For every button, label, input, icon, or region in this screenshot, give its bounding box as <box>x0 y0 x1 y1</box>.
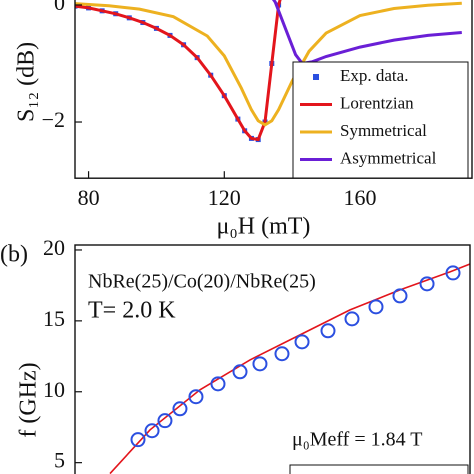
y-tick-label: −2 <box>42 107 65 132</box>
data-point <box>274 346 290 362</box>
inset-box <box>289 464 469 474</box>
data-point <box>130 432 146 448</box>
y-axis-label: f (GHz) <box>16 362 42 437</box>
data-point <box>419 276 435 292</box>
plot-frame <box>74 0 473 179</box>
data-point <box>294 334 310 350</box>
legend-label: Lorentzian <box>340 93 414 112</box>
x-tick-label: 80 <box>78 185 100 210</box>
fit-line <box>109 263 470 474</box>
data-point <box>368 299 384 315</box>
y-axis-label: S₁₂ (dB) <box>14 42 40 122</box>
fit-line <box>75 1 462 127</box>
y-tick-label: 5 <box>54 448 65 473</box>
y-tick-label: 20 <box>43 235 65 260</box>
legend-label: Symmetrical <box>340 121 427 140</box>
data-point <box>232 364 248 380</box>
data-point <box>157 413 173 429</box>
data-point <box>392 288 408 304</box>
data-point <box>320 323 336 339</box>
plot-frame <box>74 244 471 474</box>
fit-line <box>271 0 462 66</box>
legend-label: Asymmetrical <box>340 148 437 167</box>
legend-marker <box>313 74 319 80</box>
y-tick-label: 15 <box>43 306 65 331</box>
annotation: T= 2.0 K <box>88 298 176 324</box>
x-tick-label: 120 <box>208 185 241 210</box>
data-point <box>172 401 188 417</box>
data-point <box>445 265 461 281</box>
annotation: NbRe(25)/Co(20)/NbRe(25) <box>88 271 316 293</box>
data-point <box>344 311 360 327</box>
data-point <box>252 356 268 372</box>
plot-area <box>109 263 470 474</box>
annotation: (b) <box>0 242 28 268</box>
y-tick-label: 0 <box>54 0 65 15</box>
x-tick-label: 160 <box>344 185 377 210</box>
legend-label: Exp. data. <box>340 66 408 85</box>
y-tick-label: 10 <box>43 377 65 402</box>
annotation: μ₀Meff = 1.84 T <box>292 429 422 451</box>
data-point <box>210 376 226 392</box>
data-point <box>188 389 204 405</box>
x-axis-label: μ₀H (mT) <box>217 214 311 240</box>
data-point <box>144 423 160 439</box>
